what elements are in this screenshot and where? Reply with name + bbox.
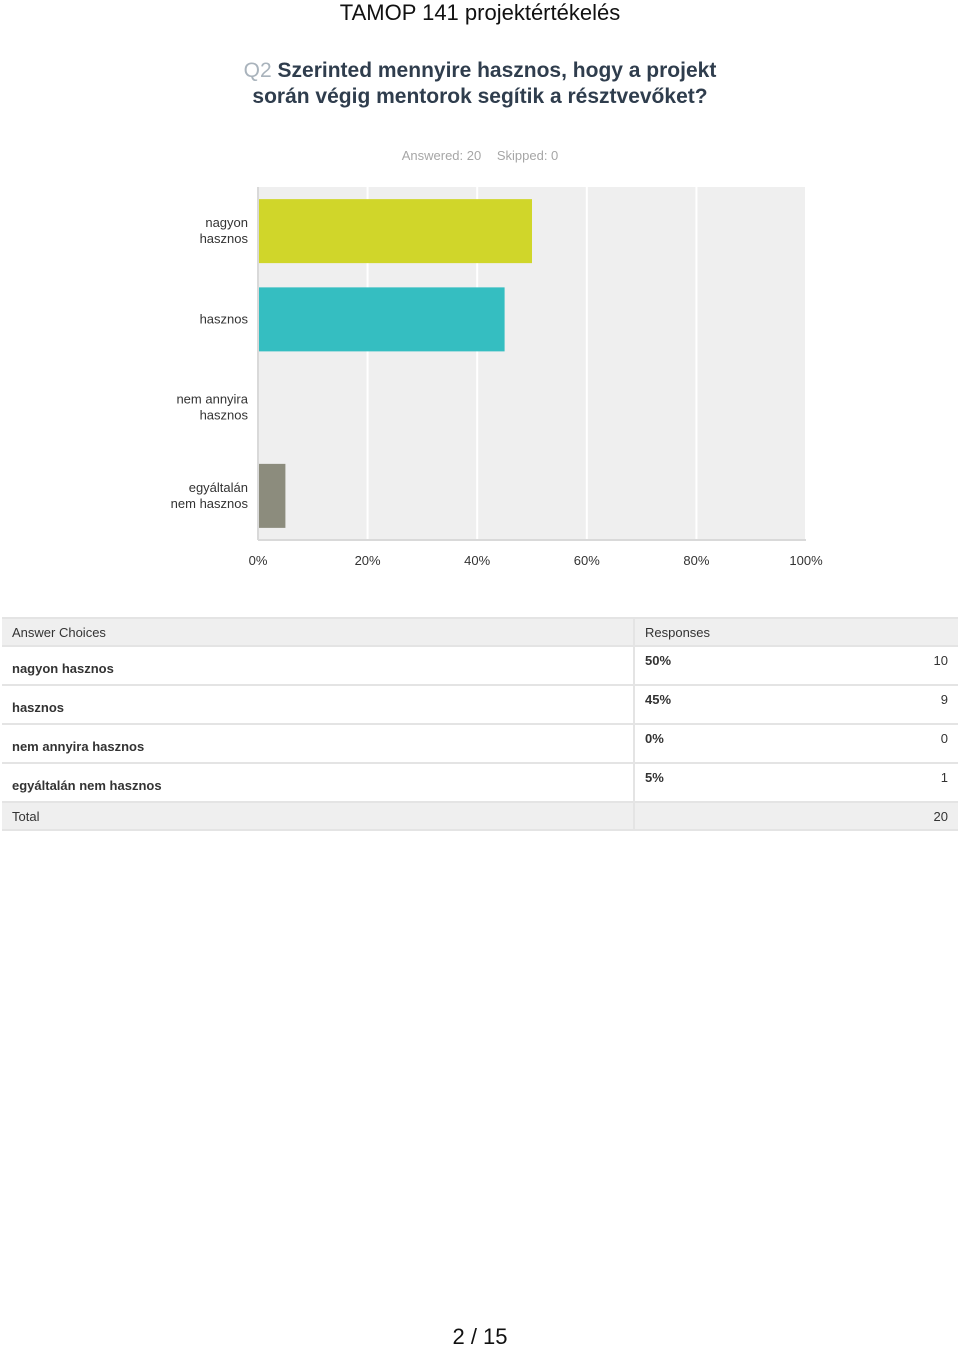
choice-cell: hasznos <box>2 685 635 725</box>
answered-count: Answered: 20 <box>401 148 482 163</box>
percent-cell: 50% <box>634 646 821 686</box>
percent-cell: 0% <box>634 724 821 764</box>
response-stats: Answered: 20 Skipped: 0 <box>0 148 960 163</box>
table-row: hasznos 45% 9 <box>2 685 958 725</box>
responses-header: Responses <box>634 617 958 647</box>
x-tick-label: 80% <box>683 553 709 568</box>
table-row: nagyon hasznos 50% 10 <box>2 646 958 686</box>
count-cell: 1 <box>820 763 958 803</box>
question-number: Q2 <box>243 59 272 82</box>
count-cell: 9 <box>820 685 958 725</box>
responses-table: Answer Choices Responses nagyon hasznos … <box>2 617 958 831</box>
table-header-row: Answer Choices Responses <box>2 617 958 647</box>
total-count: 20 <box>820 802 958 831</box>
answer-choices-header: Answer Choices <box>2 617 635 647</box>
document-title: TAMOP 141 projektértékelés <box>339 0 621 25</box>
question-text: Szerinted mennyire hasznos, hogy a proje… <box>252 59 717 108</box>
choice-cell: nem annyira hasznos <box>2 724 635 764</box>
bar <box>259 463 286 528</box>
x-tick-label: 100% <box>789 553 823 568</box>
total-row: Total 20 <box>2 802 958 831</box>
x-tick-label: 60% <box>574 553 600 568</box>
percent-cell: 45% <box>634 685 821 725</box>
y-category-label: egyáltalán nem hasznos <box>171 480 249 511</box>
table-row: egyáltalán nem hasznos 5% 1 <box>2 763 958 803</box>
bar-chart: 0% 20% 40% 60% 80% 100% nagyon hasznos hasznos ne… <box>171 187 823 568</box>
count-cell: 10 <box>820 646 958 686</box>
skipped-count: Skipped: 0 <box>496 148 559 163</box>
x-tick-label: 40% <box>464 553 490 568</box>
bar <box>259 287 505 352</box>
count-cell: 0 <box>820 724 958 764</box>
total-label: Total <box>2 802 635 831</box>
y-category-label: hasznos <box>200 311 249 326</box>
x-tick-label: 20% <box>355 553 381 568</box>
bar <box>259 199 532 264</box>
question-heading: Q2 Szerinted mennyire hasznos, hogy a pr… <box>230 58 730 110</box>
y-category-label: nagyon hasznos <box>200 215 249 246</box>
table-row: nem annyira hasznos 0% 0 <box>2 724 958 764</box>
choice-cell: egyáltalán nem hasznos <box>2 763 635 803</box>
y-category-label: nem annyira hasznos <box>176 392 248 423</box>
choice-cell: nagyon hasznos <box>2 646 635 686</box>
page-number: 2 / 15 <box>452 1324 508 1349</box>
x-tick-label: 0% <box>249 553 268 568</box>
percent-cell: 5% <box>634 763 821 803</box>
